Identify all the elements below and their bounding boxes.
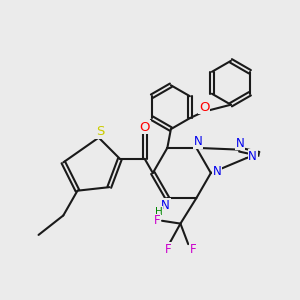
Text: O: O	[199, 101, 209, 114]
Text: N: N	[213, 165, 222, 178]
Text: H: H	[154, 207, 162, 217]
Text: N: N	[161, 199, 170, 212]
Text: N: N	[194, 135, 203, 148]
Text: F: F	[165, 243, 172, 256]
Text: O: O	[140, 121, 150, 134]
Text: F: F	[154, 214, 160, 227]
Text: N: N	[236, 137, 244, 150]
Text: N: N	[248, 150, 257, 163]
Text: S: S	[96, 125, 104, 139]
Text: F: F	[190, 243, 196, 256]
